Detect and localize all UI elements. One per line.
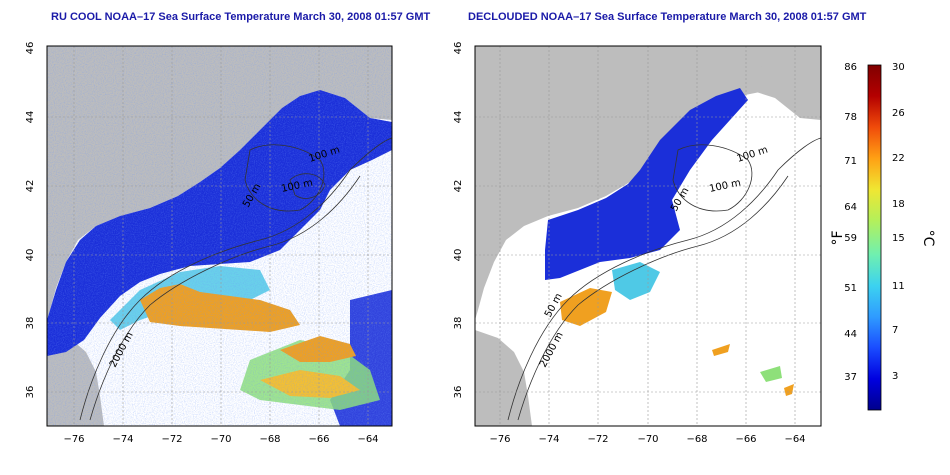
x-tick-label: −70 (210, 434, 231, 445)
y-tick-label: 36 (25, 386, 36, 399)
x-tick-label: −66 (308, 434, 329, 445)
fahrenheit-tick-label: 64 (844, 202, 857, 213)
fahrenheit-tick-label: 37 (844, 372, 857, 383)
y-tick-label: 36 (453, 386, 464, 399)
y-tick-label: 38 (453, 317, 464, 330)
fahrenheit-tick-label: 44 (844, 329, 857, 340)
fahrenheit-ticks: 86 78 71 64 59 51 44 37 (844, 62, 857, 383)
celsius-ticks: 30 26 22 18 15 11 7 3 (892, 62, 905, 382)
land-southwest (475, 330, 532, 426)
celsius-tick-label: 22 (892, 153, 905, 164)
x-tick-label: −74 (112, 434, 133, 445)
celsius-tick-label: 30 (892, 62, 905, 73)
y-tick-label: 42 (25, 180, 36, 193)
warm-water-small-2 (784, 384, 794, 396)
x-tick-label: −64 (784, 434, 805, 445)
x-tick-label: −68 (259, 434, 280, 445)
warm-water-small-1 (712, 344, 730, 356)
x-tick-label: −72 (587, 434, 608, 445)
y-tick-label: 46 (25, 42, 36, 55)
celsius-tick-label: 18 (892, 199, 905, 210)
map-frame (474, 45, 822, 427)
y-tick-label: 40 (453, 249, 464, 262)
fahrenheit-label: °F (830, 230, 846, 245)
land-northeast (475, 46, 821, 320)
y-tick-label: 46 (453, 42, 464, 55)
bathymetry-contours (79, 137, 392, 421)
x-axis-ticks: −76 −74 −72 −70 −68 −66 −64 (63, 434, 378, 445)
map-frame (46, 45, 393, 427)
graticule-grid (47, 46, 392, 426)
x-tick-label: −76 (489, 434, 510, 445)
x-tick-label: −74 (538, 434, 559, 445)
warm-water-patch (560, 288, 612, 326)
map-title-left: RU COOL NOAA–17 Sea Surface Temperature … (51, 11, 431, 23)
green-water-small (760, 366, 782, 382)
celsius-tick-label: 15 (892, 233, 905, 244)
y-axis-ticks: 36 38 40 42 44 46 (25, 42, 36, 399)
celsius-tick-label: 7 (892, 325, 898, 336)
y-tick-label: 38 (25, 317, 36, 330)
x-tick-label: −76 (63, 434, 84, 445)
map-title-right: DECLOUDED NOAA–17 Sea Surface Temperatur… (468, 11, 867, 23)
x-tick-label: −70 (637, 434, 658, 445)
y-tick-label: 42 (453, 180, 464, 193)
celsius-tick-label: 3 (892, 371, 898, 382)
x-tick-label: −72 (161, 434, 182, 445)
fahrenheit-tick-label: 51 (844, 283, 857, 294)
y-tick-label: 40 (25, 249, 36, 262)
land-nova-scotia (728, 66, 821, 112)
x-tick-label: −64 (357, 434, 378, 445)
colorbar-gradient (867, 64, 882, 411)
fahrenheit-tick-label: 59 (844, 233, 857, 244)
y-axis-ticks: 36 38 40 42 44 46 (453, 42, 464, 399)
celsius-label: °C (920, 230, 936, 247)
celsius-tick-label: 26 (892, 108, 905, 119)
x-axis-ticks: −76 −74 −72 −70 −68 −66 −64 (489, 434, 805, 445)
fahrenheit-tick-label: 78 (844, 112, 857, 123)
celsius-tick-label: 11 (892, 281, 905, 292)
fahrenheit-tick-label: 86 (844, 62, 857, 73)
y-tick-label: 44 (453, 111, 464, 124)
fahrenheit-tick-label: 71 (844, 156, 857, 167)
x-tick-label: −68 (686, 434, 707, 445)
graticule-grid (475, 46, 821, 426)
y-tick-label: 44 (25, 111, 36, 124)
bathymetry-contours (507, 137, 821, 421)
x-tick-label: −66 (735, 434, 756, 445)
